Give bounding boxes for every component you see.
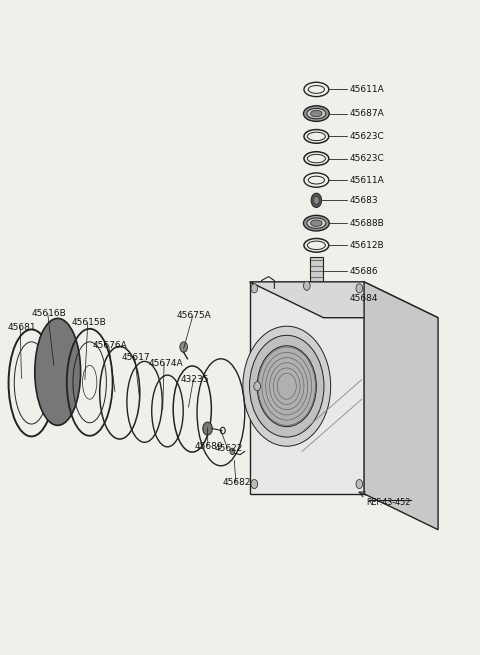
Circle shape	[356, 479, 363, 489]
Text: 45623C: 45623C	[350, 132, 384, 141]
Text: 45611A: 45611A	[350, 85, 384, 94]
Bar	[310, 257, 323, 286]
Circle shape	[243, 326, 331, 446]
Text: 45675A: 45675A	[177, 311, 212, 320]
Circle shape	[230, 448, 235, 455]
Text: 45674A: 45674A	[148, 359, 183, 368]
Text: 45622: 45622	[214, 443, 242, 453]
Text: 45683: 45683	[350, 196, 378, 205]
Circle shape	[257, 346, 316, 426]
Text: 45612B: 45612B	[350, 241, 384, 250]
Ellipse shape	[311, 110, 322, 117]
Text: REF.43-452: REF.43-452	[366, 498, 411, 508]
Text: 45611A: 45611A	[350, 176, 384, 185]
Text: 45689: 45689	[195, 441, 223, 451]
Polygon shape	[364, 282, 438, 530]
Text: 45688B: 45688B	[350, 219, 384, 228]
Text: 45676A: 45676A	[93, 341, 128, 350]
Circle shape	[203, 422, 212, 435]
Circle shape	[311, 193, 322, 208]
Ellipse shape	[311, 220, 322, 227]
Ellipse shape	[303, 215, 329, 231]
Text: 45623C: 45623C	[350, 154, 384, 163]
Polygon shape	[250, 282, 438, 318]
Ellipse shape	[35, 318, 81, 425]
Circle shape	[180, 342, 188, 352]
Circle shape	[303, 281, 310, 290]
Text: 45684: 45684	[350, 294, 378, 303]
Ellipse shape	[313, 288, 320, 293]
Circle shape	[250, 335, 324, 437]
Text: 43235: 43235	[180, 375, 209, 384]
Bar	[313, 291, 320, 307]
Circle shape	[251, 284, 258, 293]
Text: 45686: 45686	[350, 267, 378, 276]
Ellipse shape	[307, 108, 326, 119]
Text: 45616B: 45616B	[32, 309, 67, 318]
Ellipse shape	[303, 105, 329, 121]
Ellipse shape	[307, 218, 326, 229]
Circle shape	[313, 196, 319, 204]
Text: 45617: 45617	[121, 353, 150, 362]
Circle shape	[356, 284, 363, 293]
Text: 45681: 45681	[7, 323, 36, 332]
Circle shape	[254, 382, 261, 391]
Polygon shape	[250, 282, 364, 494]
Text: 45682: 45682	[223, 478, 252, 487]
Text: 45615B: 45615B	[72, 318, 107, 327]
Circle shape	[251, 479, 258, 489]
Text: 45687A: 45687A	[350, 109, 384, 118]
